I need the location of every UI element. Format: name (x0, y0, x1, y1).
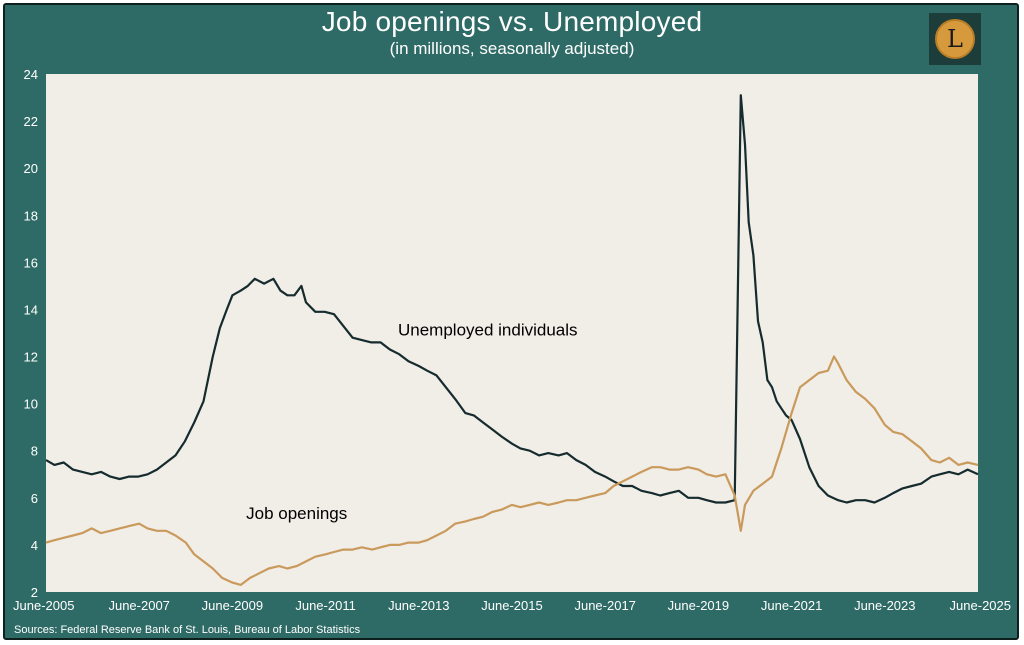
chart-subtitle: (in millions, seasonally adjusted) (389, 39, 635, 58)
x-tick-label: June-2025 (950, 598, 1011, 613)
source-note: Sources: Federal Reserve Bank of St. Lou… (14, 624, 361, 636)
x-tick-label: June-2023 (854, 598, 915, 613)
y-tick-label: 22 (24, 114, 38, 129)
unemployed-line (45, 94, 979, 504)
y-tick-label: 14 (24, 302, 38, 317)
x-tick-label: June-2021 (761, 598, 822, 613)
x-tick-label: June-2017 (574, 598, 635, 613)
openings-line (45, 355, 979, 586)
y-tick-label: 16 (24, 255, 38, 270)
y-tick-label: 2 (31, 585, 38, 600)
y-tick-label: 24 (24, 67, 38, 82)
x-tick-label: June-2015 (481, 598, 542, 613)
y-tick-label: 18 (24, 208, 38, 223)
y-tick-label: 8 (31, 444, 38, 459)
x-tick-label: June-2009 (202, 598, 263, 613)
x-tick-label: June-2013 (388, 598, 449, 613)
brand-logo: L (929, 13, 981, 65)
chart-title: Job openings vs. Unemployed (321, 6, 703, 37)
x-tick-label: June-2011 (295, 598, 355, 613)
openings-annotation: Job openings (246, 504, 347, 523)
y-tick-label: 12 (24, 350, 38, 365)
y-tick-label: 6 (31, 491, 38, 506)
y-tick-label: 4 (31, 538, 38, 553)
series-lines (45, 94, 979, 586)
x-tick-label: June-2019 (668, 598, 729, 613)
gold-coin-icon: L (935, 19, 975, 59)
y-tick-label: 20 (24, 161, 38, 176)
y-tick-label: 10 (24, 397, 38, 412)
x-tick-label: June-2007 (108, 598, 169, 613)
unemployed-annotation: Unemployed individuals (398, 320, 578, 339)
annotations: Unemployed individuals Job openings (246, 320, 577, 523)
x-axis-ticks: June-2005 June-2007 June-2009 June-2011 June… (13, 598, 1011, 613)
x-tick-label: June-2005 (13, 598, 74, 613)
